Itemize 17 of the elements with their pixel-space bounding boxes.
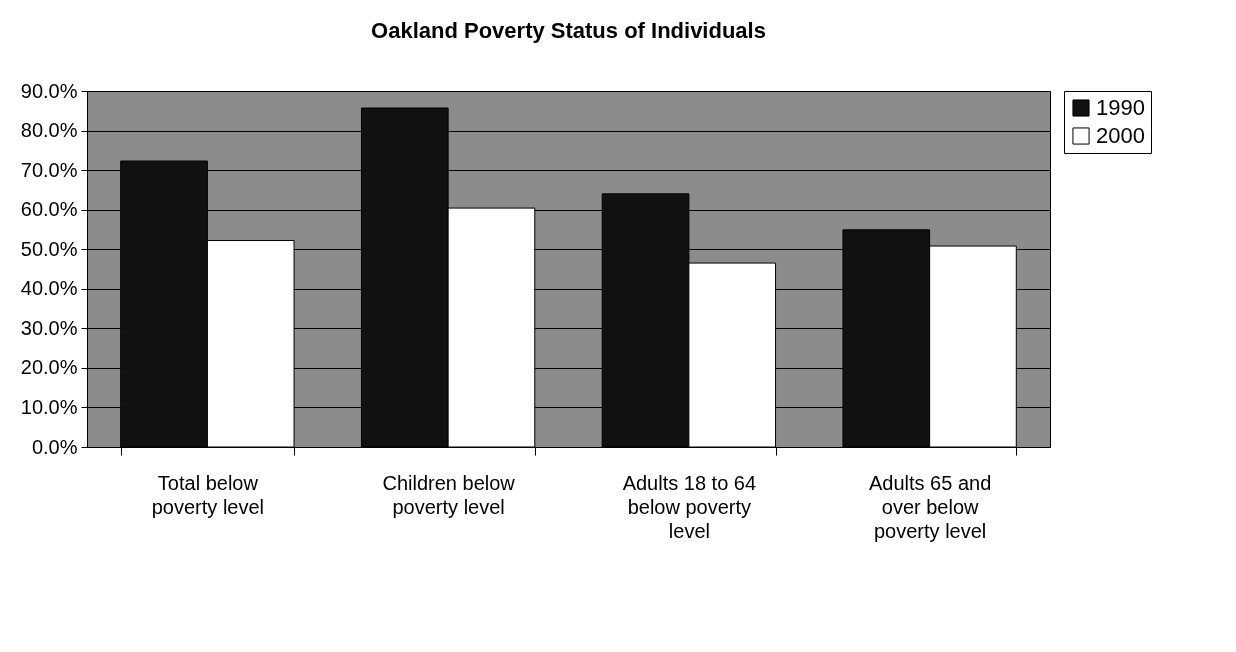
x-tick-label: Adults 18 to 64 below poverty level xyxy=(622,471,757,542)
x-tick-label: Children below poverty level xyxy=(382,471,516,518)
x-tick-label: Total below poverty level xyxy=(151,471,265,518)
x-tick-label: Adults 65 and over below poverty level xyxy=(868,471,992,542)
legend-label: 1990 xyxy=(1096,95,1145,120)
chart-title: Oakland Poverty Status of Individuals xyxy=(371,18,766,43)
y-tick-label: 90.0% xyxy=(20,79,78,102)
y-tick-label: 0.0% xyxy=(31,435,78,458)
y-tick-label: 70.0% xyxy=(20,158,78,181)
y-tick-label: 80.0% xyxy=(20,119,78,142)
legend-label: 2000 xyxy=(1096,123,1145,148)
y-tick-label: 30.0% xyxy=(20,316,78,339)
y-tick-label: 50.0% xyxy=(20,237,78,260)
y-tick-label: 40.0% xyxy=(20,277,78,300)
y-tick-label: 60.0% xyxy=(20,198,78,221)
y-tick-label: 10.0% xyxy=(20,395,78,418)
y-tick-label: 20.0% xyxy=(20,356,78,379)
